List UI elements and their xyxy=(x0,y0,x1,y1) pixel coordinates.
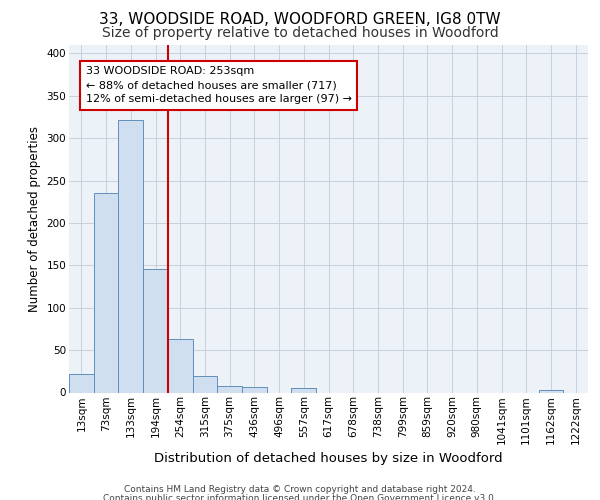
Y-axis label: Number of detached properties: Number of detached properties xyxy=(28,126,41,312)
Bar xyxy=(292,388,316,392)
Bar xyxy=(539,390,563,392)
Text: 33, WOODSIDE ROAD, WOODFORD GREEN, IG8 0TW: 33, WOODSIDE ROAD, WOODFORD GREEN, IG8 0… xyxy=(99,12,501,28)
Bar xyxy=(242,388,267,392)
Bar xyxy=(118,120,143,392)
Text: Size of property relative to detached houses in Woodford: Size of property relative to detached ho… xyxy=(101,26,499,40)
Text: Contains HM Land Registry data © Crown copyright and database right 2024.: Contains HM Land Registry data © Crown c… xyxy=(124,485,476,494)
Bar xyxy=(143,269,168,392)
Text: Contains public sector information licensed under the Open Government Licence v3: Contains public sector information licen… xyxy=(103,494,497,500)
Bar xyxy=(217,386,242,392)
Bar xyxy=(193,376,217,392)
Bar xyxy=(94,194,118,392)
X-axis label: Distribution of detached houses by size in Woodford: Distribution of detached houses by size … xyxy=(154,452,503,466)
Text: 33 WOODSIDE ROAD: 253sqm
← 88% of detached houses are smaller (717)
12% of semi-: 33 WOODSIDE ROAD: 253sqm ← 88% of detach… xyxy=(86,66,352,104)
Bar xyxy=(168,339,193,392)
Bar xyxy=(69,374,94,392)
